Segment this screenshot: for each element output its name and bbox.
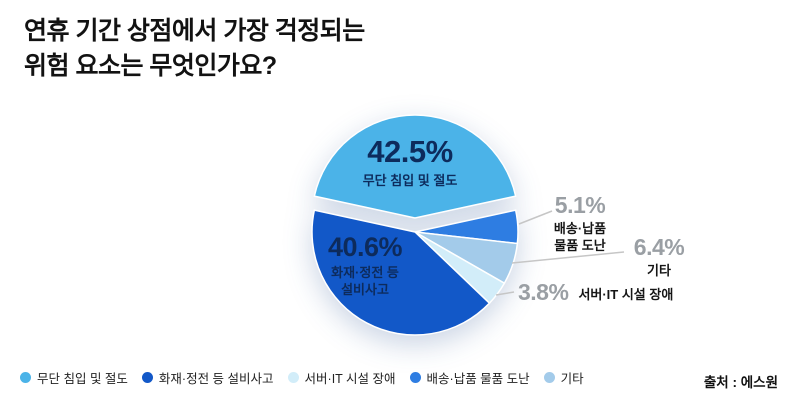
server-percentage: 3.8% [518,279,569,305]
legend-color-dot [141,372,153,383]
pie-slices-group [311,114,519,336]
legend-color-dot [409,372,421,383]
title-line-2: 위험 요소는 무엇인가요? [24,52,277,80]
slice-label-intrusion: 42.5% 무단 침입 및 절도 [300,134,520,189]
delivery-label-line-1: 배송·납품 [553,221,607,237]
intrusion-percentage: 42.5% [367,134,453,169]
legend-label: 무단 침입 및 절도 [37,372,128,386]
legend-color-dot [287,372,299,383]
delivery-percentage: 5.1% [554,192,606,218]
legend-color-dot [20,372,31,383]
fire-percentage: 40.6% [327,232,403,262]
legend-item: 서버·IT 시설 장애 [287,368,396,387]
pie-slice [311,209,491,336]
callout-line-etc [511,251,625,264]
legend-item: 기타 [543,368,584,387]
intrusion-label: 무단 침입 및 절도 [362,172,458,188]
legend-color-dot [543,372,555,383]
etc-percentage: 6.4% [633,234,685,260]
legend-label: 기타 [560,372,584,386]
delivery-label-line-2: 물품 도난 [554,238,606,254]
callout-line-server [495,291,515,296]
slice-label-fire: 40.6% 화재·정전 등 설비사고 [306,233,424,298]
legend-label: 서버·IT 시설 장애 [304,372,396,386]
legend-label: 배송·납품 물품 도난 [426,372,530,386]
fire-label-line-2: 설비사고 [341,282,389,298]
legend-label: 화재·정전 등 설비사고 [158,372,274,386]
title-line-1: 연휴 기간 상점에서 가장 걱정되는 [24,17,365,45]
callout-line-delivery [518,210,553,225]
slice-label-delivery: 5.1% 배송·납품 물품 도난 [534,193,626,254]
legend-item: 무단 침입 및 절도 [20,368,128,387]
legend-item: 화재·정전 등 설비사고 [141,368,274,387]
chart-legend: 무단 침입 및 절도 화재·정전 등 설비사고 서버·IT 시설 장애 배송·납품 물… [20,368,584,387]
source-credit: 출처 : 에스원 [703,375,778,390]
callout-lines-group [495,210,625,296]
fire-label-line-1: 화재·정전 등 [331,265,399,281]
server-label: 서버·IT 시설 장애 [578,286,674,302]
slice-label-server: 3.8% 서버·IT 시설 장애 [518,280,673,304]
slice-label-etc: 6.4% 기타 [618,235,700,279]
page-title: 연휴 기간 상점에서 가장 걱정되는 위험 요소는 무엇인가요? [24,14,365,84]
legend-item: 배송·납품 물품 도난 [409,368,530,387]
pie-slice [313,114,517,219]
etc-label: 기타 [647,263,671,279]
